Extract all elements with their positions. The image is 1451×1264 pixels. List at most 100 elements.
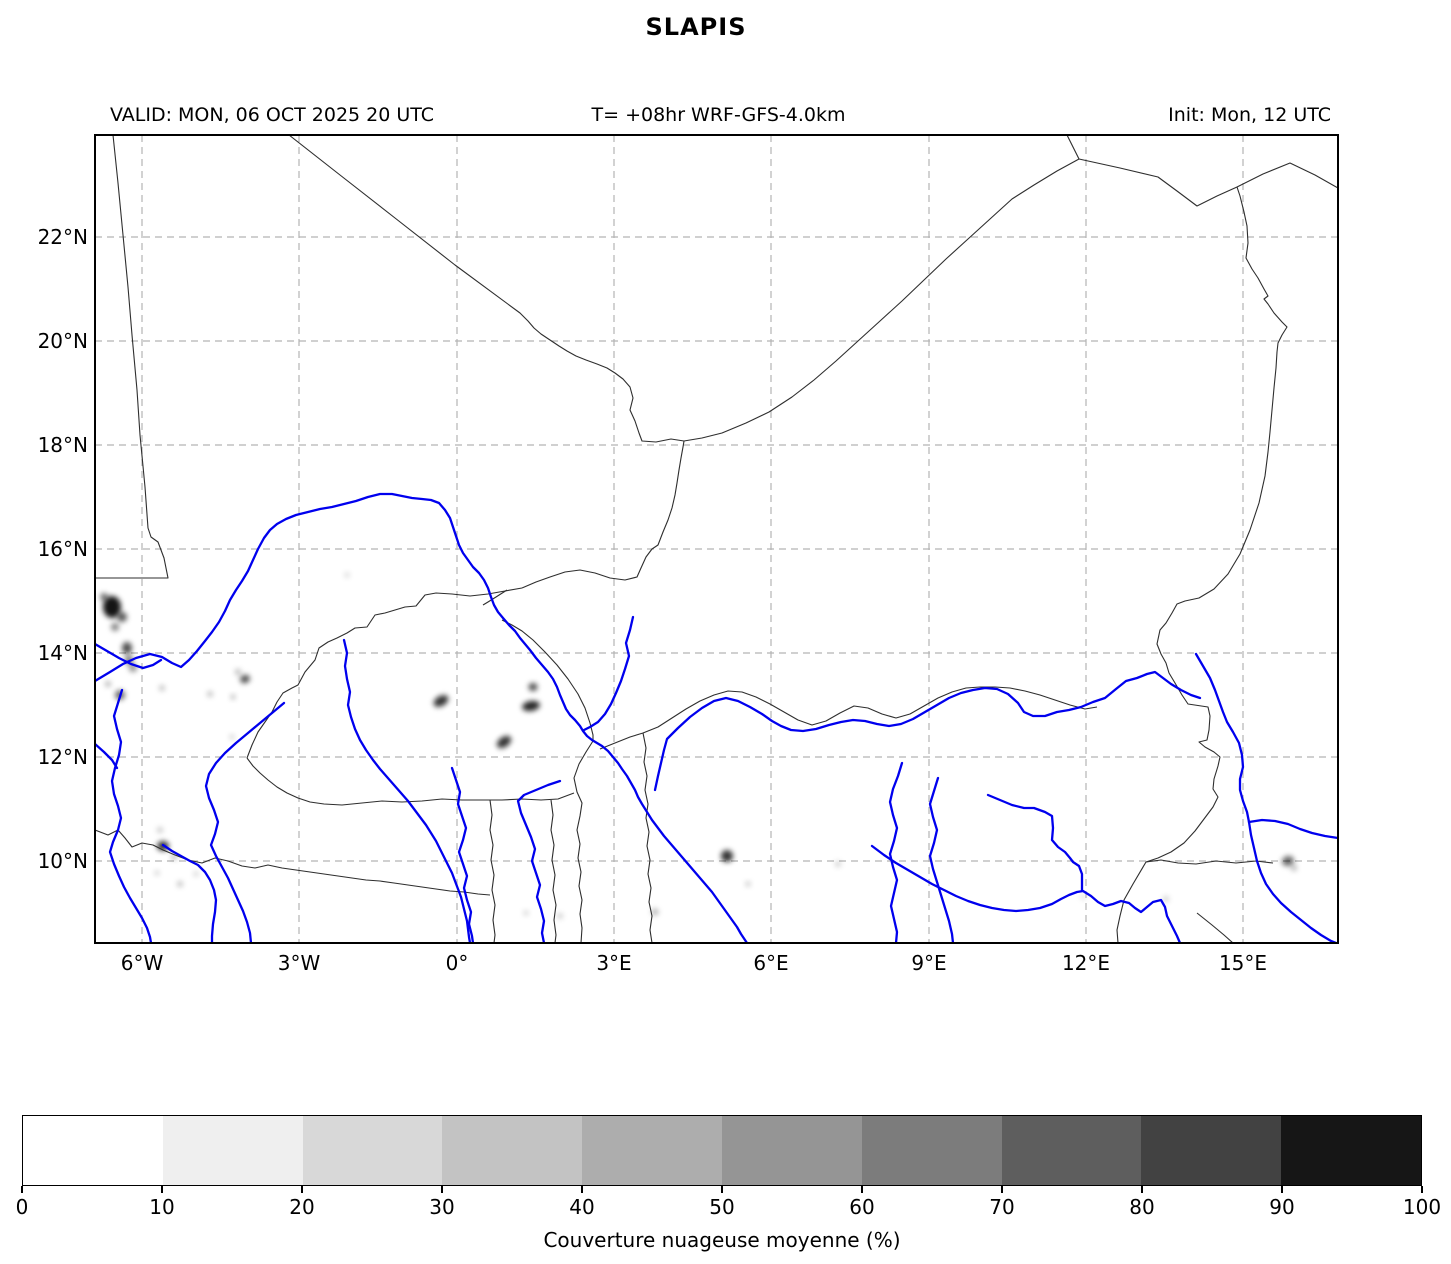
cloud-cover-blob	[235, 669, 241, 675]
river	[653, 670, 1202, 792]
river	[870, 844, 1182, 943]
cloud-cover-blob	[122, 642, 132, 654]
river	[928, 776, 955, 943]
cloud-cover-blob	[651, 908, 659, 916]
cloud-cover-blob	[177, 881, 183, 887]
cloud-cover-blob	[157, 827, 163, 833]
colorbar-tick-mark	[581, 1186, 583, 1193]
colorbar-tick-label: 0	[15, 1195, 29, 1219]
river	[108, 688, 153, 943]
colorbar-tick-mark	[861, 1186, 863, 1193]
country-border	[1066, 135, 1080, 160]
colorbar-segment	[582, 1116, 722, 1185]
colorbar-segment	[721, 1116, 862, 1185]
cloud-cover-blob	[193, 871, 199, 877]
country-border	[246, 587, 523, 759]
y-tick-label: 18°N	[37, 433, 88, 457]
cloud-cover-blob	[1291, 865, 1297, 871]
x-tick-label: 3°E	[596, 951, 632, 975]
colorbar-tick-label: 80	[1129, 1195, 1155, 1219]
y-tick-label: 14°N	[37, 641, 88, 665]
river	[95, 642, 163, 670]
country-border	[95, 135, 169, 579]
country-border	[642, 732, 653, 943]
cloud-cover-blob	[496, 735, 512, 749]
cloud-cover-blob	[159, 685, 165, 691]
x-tick-label: 9°E	[911, 951, 947, 975]
colorbar-segment	[1001, 1116, 1142, 1185]
colorbar-tick-label: 90	[1269, 1195, 1295, 1219]
map-frame	[94, 134, 1339, 944]
colorbar-segment	[861, 1116, 1002, 1185]
country-border	[501, 619, 594, 741]
country-border	[550, 799, 557, 943]
x-tick-label: 0°	[445, 951, 469, 975]
x-tick-label: 15°E	[1218, 951, 1268, 975]
y-tick-label: 20°N	[37, 329, 88, 353]
cloud-cover-blob	[154, 870, 160, 876]
cloud-cover-blob	[721, 850, 733, 862]
cloud-cover-blob	[523, 910, 529, 916]
colorbar-tick-mark	[161, 1186, 163, 1193]
cloud-cover-blob	[433, 695, 449, 707]
colorbar-tick-label: 50	[709, 1195, 735, 1219]
country-border	[489, 799, 496, 943]
cloud-cover-blob	[835, 861, 841, 867]
cloud-cover-blob	[230, 694, 236, 700]
country-border	[1196, 912, 1234, 943]
model-run-label: T= +08hr WRF-GFS-4.0km	[591, 104, 846, 126]
river	[986, 793, 1084, 893]
river	[161, 843, 218, 943]
river	[342, 638, 472, 943]
colorbar-segment	[1281, 1116, 1421, 1185]
colorbar-segment	[302, 1116, 443, 1185]
colorbar-tick-mark	[21, 1186, 23, 1193]
colorbar-segment	[1141, 1116, 1282, 1185]
river	[1247, 820, 1338, 943]
colorbar	[22, 1115, 1422, 1186]
x-tick-label: 12°E	[1061, 951, 1111, 975]
colorbar-tick-mark	[721, 1186, 723, 1193]
init-time-label: Init: Mon, 12 UTC	[1168, 104, 1331, 126]
country-border	[1145, 859, 1274, 865]
colorbar-tick-label: 60	[849, 1195, 875, 1219]
colorbar-tick-mark	[301, 1186, 303, 1193]
river	[95, 492, 749, 943]
colorbar-tick-mark	[441, 1186, 443, 1193]
cloud-cover-blob	[100, 593, 108, 601]
cloud-cover-blob	[229, 734, 235, 740]
country-border	[1116, 186, 1288, 943]
cloud-cover-blob	[240, 674, 250, 684]
colorbar-tick-mark	[1141, 1186, 1143, 1193]
y-tick-label: 10°N	[37, 849, 88, 873]
river	[516, 779, 562, 943]
colorbar-tick-label: 20	[289, 1195, 315, 1219]
colorbar-tick-label: 10	[149, 1195, 175, 1219]
river	[1247, 818, 1338, 840]
x-tick-label: 6°W	[120, 951, 164, 975]
cloud-cover-blob	[344, 572, 350, 578]
colorbar-tick-label: 30	[429, 1195, 455, 1219]
x-tick-label: 6°E	[753, 951, 789, 975]
country-border	[288, 135, 1080, 443]
country-border	[1078, 158, 1338, 207]
cloud-cover-blob	[1282, 855, 1294, 867]
river	[450, 766, 475, 943]
valid-time-label: VALID: MON, 06 OCT 2025 20 UTC	[110, 104, 435, 126]
cloud-cover-blob	[103, 596, 121, 618]
cloud-cover-blob	[557, 913, 563, 919]
colorbar-segment	[162, 1116, 303, 1185]
river	[582, 615, 635, 732]
x-tick-label: 3°W	[277, 951, 321, 975]
country-border	[521, 440, 685, 589]
y-tick-label: 22°N	[37, 225, 88, 249]
cloud-cover-blob	[111, 623, 119, 631]
country-border	[599, 686, 1098, 750]
colorbar-segment	[23, 1116, 163, 1185]
colorbar-tick-label: 100	[1402, 1195, 1442, 1219]
colorbar-tick-label: 70	[989, 1195, 1015, 1219]
colorbar-caption: Couverture nuageuse moyenne (%)	[543, 1228, 901, 1252]
country-border	[573, 740, 594, 943]
figure-title: SLAPIS	[645, 13, 747, 41]
